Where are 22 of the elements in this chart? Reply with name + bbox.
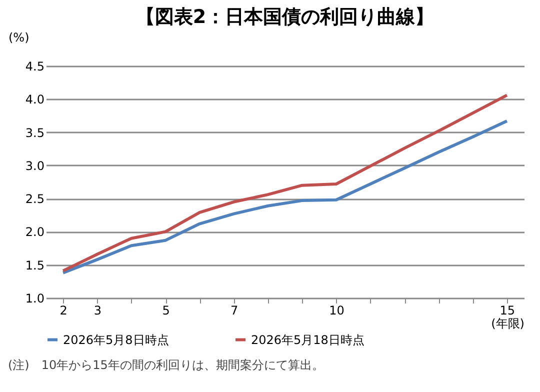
y-tick-label: 4.5	[25, 60, 44, 74]
line-series	[62, 94, 508, 272]
y-axis-title: (%)	[8, 30, 30, 44]
text: (注) 10年から15年の間の利回りは、期間案分にて算出。	[8, 358, 324, 372]
y-tick-label: 3.5	[25, 126, 44, 140]
x-tick-label: 10	[329, 304, 344, 318]
y-tick-label: 4.0	[25, 92, 44, 107]
x-tick-label: 2	[60, 304, 68, 318]
x-tick-label: 15	[500, 304, 516, 318]
chart-title: 【図表2：日本国債の利回り曲線】	[136, 6, 434, 28]
legend-label: 2026年5月8日時点	[63, 332, 169, 347]
y-tick-label: 1.5	[25, 258, 44, 272]
x-tick-label: 7	[230, 304, 238, 318]
y-tick-label: 1.0	[25, 292, 44, 306]
x-tick-label: 3	[94, 304, 102, 318]
x-tick-label: 5	[162, 304, 170, 318]
legend-label: 2026年5月18日時点	[251, 332, 364, 347]
y-tick-label: 2.5	[25, 192, 44, 206]
x-axis-title: (年限)	[491, 316, 524, 330]
y-tick-label: 2.0	[25, 225, 44, 240]
y-tick-label: 3.0	[25, 158, 44, 173]
line-series	[62, 120, 508, 274]
